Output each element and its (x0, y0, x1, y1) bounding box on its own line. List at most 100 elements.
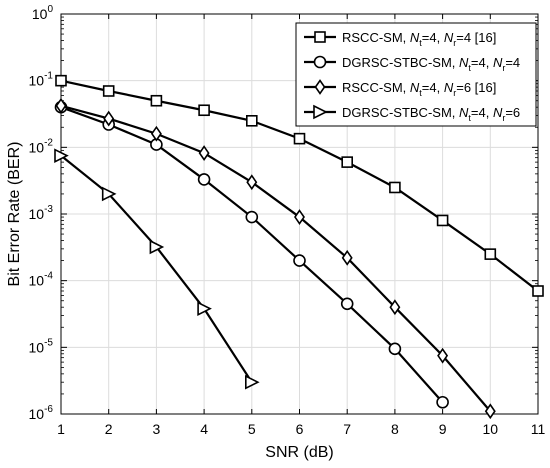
legend-label-nr-sub: r (502, 63, 505, 73)
series-diamond (55, 97, 496, 420)
legend-label-pre: RSCC-SM, (342, 80, 410, 95)
y-tick-base: 10 (29, 139, 45, 155)
data-point-square (436, 214, 449, 227)
legend-item: DGRSC-STBC-SM, Nt=4, Nr=6 (304, 104, 520, 123)
data-point-triangle-right (197, 301, 212, 316)
data-point-square (532, 285, 544, 297)
data-point-triangle-right (245, 374, 260, 390)
x-tick-label: 11 (531, 421, 546, 437)
legend-marker-circle (313, 55, 327, 69)
legend-label-nr-main: N (444, 80, 454, 95)
y-tick-base: 10 (29, 273, 45, 289)
legend-marker-diamond (314, 79, 326, 95)
data-point-diamond (389, 299, 401, 316)
legend-label-nr-val: =6 [16] (456, 80, 496, 95)
x-tick-label: 9 (439, 421, 447, 437)
legend-label: RSCC-SM, Nt=4, Nr=4 [16] (342, 30, 496, 48)
legend-label-nr-val: =4 (505, 55, 520, 70)
legend-label-nt-sub: t (468, 113, 471, 123)
x-tick-label: 8 (391, 421, 399, 437)
x-tick-label: 2 (105, 421, 113, 437)
y-tick-exponent: 0 (47, 4, 53, 15)
data-point-triangle-right (101, 186, 117, 202)
x-axis-label: SNR (dB) (265, 444, 333, 461)
y-tick-exponent: -1 (44, 71, 53, 82)
y-tick-label: 10-1 (29, 71, 54, 89)
legend-label-nr-main: N (493, 55, 503, 70)
data-point-diamond (103, 110, 115, 127)
legend-item: DGRSC-STBC-SM, Nt=4, Nr=4 (304, 55, 520, 73)
y-tick-base: 10 (29, 206, 45, 222)
data-point-circle (388, 342, 402, 356)
legend-label-nr-sub: r (453, 88, 456, 98)
series-triangle-right (54, 148, 260, 390)
series-line (60, 104, 492, 412)
data-point-diamond (484, 403, 496, 420)
x-tick-label: 1 (57, 421, 65, 437)
legend-label-nt-sub: t (468, 63, 471, 73)
data-point-square (102, 85, 115, 97)
legend-label-nt-val: =4, (471, 105, 493, 120)
legend-label: DGRSC-STBC-SM, Nt=4, Nr=4 (342, 55, 520, 73)
data-point-circle (340, 297, 354, 311)
data-point-square (150, 94, 163, 107)
y-tick-label: 10-4 (29, 271, 54, 289)
x-tick-label: 6 (296, 421, 304, 437)
y-tick-base: 10 (32, 6, 48, 22)
legend-label-nr-main: N (493, 105, 503, 120)
y-tick-label: 100 (32, 4, 54, 22)
legend-label-nr-sub: r (502, 113, 505, 123)
data-point-diamond (150, 125, 162, 142)
data-point-diamond (246, 174, 258, 191)
y-tick-base: 10 (29, 73, 45, 89)
legend: RSCC-SM, Nt=4, Nr=4 [16]DGRSC-STBC-SM, N… (295, 22, 537, 127)
data-point-square (389, 181, 401, 194)
legend-label-nt-val: =4, (471, 55, 493, 70)
legend-label-nr-sub: r (453, 38, 456, 48)
legend-marker-square (314, 31, 326, 43)
data-point-diamond (341, 249, 353, 266)
x-tick-label: 3 (153, 421, 161, 437)
legend-label-nt-main: N (410, 80, 420, 95)
legend-item: RSCC-SM, Nt=4, Nr=4 [16] (304, 30, 496, 48)
legend-item: RSCC-SM, Nt=4, Nr=6 [16] (304, 79, 496, 98)
legend-label: DGRSC-STBC-SM, Nt=4, Nr=6 (342, 105, 520, 123)
data-point-diamond (198, 145, 210, 161)
legend-label-nt-main: N (459, 55, 469, 70)
legend-label: RSCC-SM, Nt=4, Nr=6 [16] (342, 80, 496, 98)
y-tick-label: 10-6 (29, 404, 54, 422)
data-point-square (484, 248, 497, 260)
legend-label-nr-val: =4 [16] (456, 30, 496, 45)
y-tick-label: 10-5 (29, 337, 54, 355)
legend-label-pre: DGRSC-STBC-SM, (342, 55, 459, 70)
legend-label-nt-sub: t (419, 88, 422, 98)
data-point-square (198, 104, 210, 117)
data-point-diamond (294, 209, 305, 225)
data-point-triangle-right (54, 148, 69, 163)
legend-label-nr-val: =6 (505, 105, 520, 120)
y-tick-label: 10-3 (29, 204, 54, 222)
y-tick-exponent: -6 (44, 404, 53, 415)
x-tick-label: 10 (483, 421, 499, 437)
legend-label-nt-main: N (410, 30, 420, 45)
legend-marker-triangle-right (313, 104, 328, 120)
y-tick-base: 10 (29, 406, 45, 422)
legend-label-nr-main: N (444, 30, 454, 45)
data-point-diamond (437, 347, 449, 364)
data-point-square (341, 156, 354, 168)
data-point-triangle-right (149, 239, 165, 255)
y-tick-label: 10-2 (29, 137, 54, 155)
data-point-square (246, 115, 258, 127)
legend-label-nt-main: N (459, 105, 469, 120)
y-tick-base: 10 (29, 339, 45, 355)
y-tick-exponent: -2 (44, 137, 53, 148)
series-square (55, 74, 544, 297)
data-point-square (55, 74, 67, 87)
data-point-square (293, 132, 306, 145)
data-point-circle (245, 210, 259, 224)
legend-box (295, 22, 537, 127)
series-group (54, 74, 544, 420)
